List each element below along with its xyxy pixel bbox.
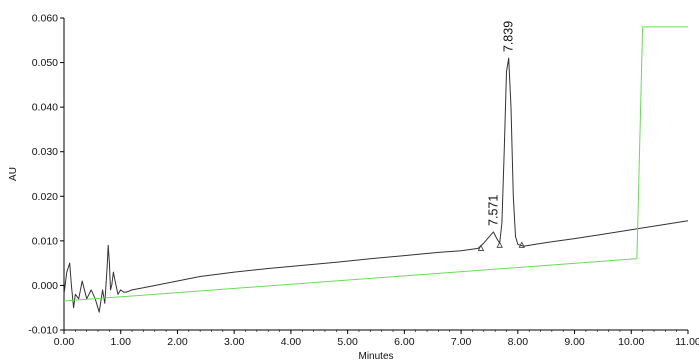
peak-markers [477, 241, 525, 251]
integration-marker [477, 244, 485, 251]
chromatogram-trace [63, 57, 689, 313]
x-tick-label: 1.00 [111, 336, 132, 348]
peak-labels: 7.571 7.839 [486, 21, 515, 226]
chart-series [63, 26, 689, 313]
integration-marker [496, 241, 503, 248]
y-tick-label: 0.020 [32, 191, 58, 203]
peak-label: 7.839 [502, 21, 516, 52]
x-tick-label: 9.00 [564, 336, 585, 348]
y-tick-label: 0.060 [32, 13, 58, 25]
chart-axes [63, 18, 688, 331]
x-tick-label: 2.00 [167, 336, 188, 348]
y-axis-ticks: -0.010 0.000 0.010 0.020 0.030 0.040 0.050 0.06… [28, 13, 64, 337]
x-tick-label: 8.00 [508, 336, 529, 348]
x-tick-label: 7.00 [451, 336, 472, 348]
y-tick-label: 0.050 [32, 57, 58, 69]
x-axis-ticks: 0.00 1.00 2.00 3.00 4.00 5.00 6.00 7.00 8.00 9.00… [54, 330, 699, 348]
y-axis-label: AU [8, 167, 19, 181]
y-tick-label: 0.010 [32, 235, 58, 247]
peak-label: 7.571 [486, 195, 500, 226]
integration-marker [518, 241, 525, 248]
x-tick-label: 3.00 [224, 336, 245, 348]
x-axis-label: Minutes [358, 351, 393, 362]
gradient-line [63, 26, 688, 302]
y-tick-label: -0.010 [28, 325, 58, 337]
x-tick-label: 4.00 [281, 336, 302, 348]
y-tick-label: 0.000 [32, 280, 58, 292]
y-tick-label: 0.040 [32, 102, 58, 114]
x-tick-label: 5.00 [337, 336, 358, 348]
x-tick-label: 10.00 [618, 336, 644, 348]
x-tick-label: 6.00 [394, 336, 415, 348]
x-tick-label: 11.00 [675, 336, 699, 348]
x-tick-label: 0.00 [54, 336, 75, 348]
y-tick-label: 0.030 [32, 146, 58, 158]
